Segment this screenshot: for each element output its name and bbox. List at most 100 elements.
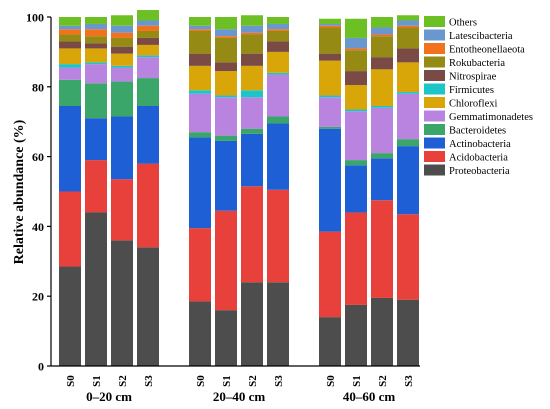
bar-segment-chloroflexi (267, 51, 289, 73)
bar-segment-nitrospirae (215, 62, 237, 72)
y-axis: 0 20 40 60 80 100 (26, 11, 52, 374)
bar-segment-entotheonellaeota (215, 36, 237, 38)
bar-segment-chloroflexi (397, 62, 419, 93)
bar-segment-rokubacteria (345, 50, 367, 72)
bar-segment-rokubacteria (241, 34, 263, 54)
y-tick-label: 100 (26, 11, 44, 25)
legend-label: Gemmatimonadetes (449, 112, 533, 123)
bar-segment-acidobacteria (397, 214, 419, 300)
bar-segment-others (59, 17, 81, 26)
y-tick-label: 20 (32, 290, 44, 304)
bar-segment-proteobacteria (345, 304, 367, 366)
legend-swatch (424, 29, 445, 41)
bar-segment-acidobacteria (111, 179, 133, 241)
bar-segment-chloroflexi (189, 65, 211, 91)
y-axis-title: Relative abundance (%) (12, 119, 27, 264)
bar-segment-nitrospirae (137, 37, 159, 45)
bar-segment-firmicutes (371, 105, 393, 108)
bar-segment-chloroflexi (319, 60, 341, 96)
bar-segment-others (111, 15, 133, 26)
bar-segment-gemmatimonadetes (85, 64, 107, 84)
bar-segment-bacteroidetes (241, 128, 263, 134)
bar-segment-entotheonellaeota (397, 25, 419, 28)
bar-segment-rokubacteria (85, 36, 107, 44)
legend-label: Entotheonellaeota (449, 45, 525, 56)
bar-segment-others (267, 17, 289, 24)
bar-segment-firmicutes (137, 55, 159, 58)
bar-segment-chloroflexi (111, 53, 133, 66)
bar-segment-firmicutes (59, 64, 81, 68)
bar-segment-actinobacteria (111, 116, 133, 180)
bar-segment-acidobacteria (215, 210, 237, 311)
bar-segment-chloroflexi (85, 48, 107, 63)
group-label: 20–40 cm (213, 389, 266, 404)
bar-segment-nitrospirae (397, 48, 419, 63)
legend-label: Acidobacteria (449, 153, 508, 164)
bar-segment-entotheonellaeota (241, 32, 263, 35)
bar-segment-chloroflexi (215, 71, 237, 96)
bar-segment-entotheonellaeota (59, 29, 81, 35)
bar-segment-proteobacteria (319, 317, 341, 366)
bar-segment-latescibacteria (59, 25, 81, 30)
bar-segment-nitrospirae (189, 53, 211, 66)
legend-label: Nitrospirae (449, 72, 497, 83)
bar-segment-firmicutes (267, 72, 289, 75)
bar-segment-chloroflexi (241, 65, 263, 91)
bar-segment-bacteroidetes (111, 81, 133, 117)
bar-label: S2 (247, 375, 259, 387)
bar-segment-proteobacteria (137, 247, 159, 366)
bar-segment-proteobacteria (241, 282, 263, 366)
bar-segment-rokubacteria (137, 30, 159, 38)
plot-area (59, 10, 419, 366)
bar-segment-bacteroidetes (397, 139, 419, 147)
group-label: 0–20 cm (86, 389, 132, 404)
bar-segment-latescibacteria (85, 23, 107, 30)
bar-segment-latescibacteria (189, 25, 211, 30)
bar-segment-bacteroidetes (137, 78, 159, 106)
bar-segment-proteobacteria (189, 301, 211, 366)
legend-swatch (424, 164, 445, 176)
bar-segment-latescibacteria (397, 20, 419, 26)
bar-label: S3 (403, 375, 415, 387)
bar-segment-acidobacteria (59, 191, 81, 267)
bar-segment-nitrospirae (85, 43, 107, 49)
bar-segment-actinobacteria (85, 118, 107, 161)
bar-segment-others (241, 15, 263, 26)
legend-label: Actinobacteria (449, 139, 511, 150)
legend-swatch (424, 97, 445, 108)
bar-segment-latescibacteria (215, 29, 237, 37)
bar-segment-nitrospirae (267, 41, 289, 52)
bar-segment-actinobacteria (397, 146, 419, 215)
bar-segment-actinobacteria (137, 105, 159, 164)
bar-segment-latescibacteria (345, 37, 367, 49)
bar-segment-others (189, 17, 211, 26)
bar-label: S2 (117, 375, 129, 387)
bar-segment-nitrospirae (241, 53, 263, 66)
bar-segment-bacteroidetes (345, 160, 367, 166)
bar-segment-firmicutes (345, 109, 367, 112)
bar-label: S0 (65, 375, 77, 387)
bar-segment-latescibacteria (111, 25, 133, 33)
bar-label: S3 (143, 375, 155, 387)
bar-segment-bacteroidetes (215, 135, 237, 141)
bar-segment-actinobacteria (371, 158, 393, 201)
bar-segment-gemmatimonadetes (111, 67, 133, 82)
bar-segment-rokubacteria (397, 27, 419, 49)
bar-segment-nitrospirae (345, 71, 367, 86)
x-axis: S0 S1 S2 S3 S0 S1 S2 S3 S0 S1 S2 S3 0–20 cm 20–40 cm 4… (51, 365, 420, 404)
bar-label: S1 (91, 375, 103, 387)
bar-segment-acidobacteria (137, 163, 159, 248)
bar-segment-entotheonellaeota (85, 29, 107, 37)
bar-segment-bacteroidetes (85, 83, 107, 119)
bar-segment-gemmatimonadetes (215, 97, 237, 136)
bar-segment-chloroflexi (59, 48, 81, 65)
bar-segment-latescibacteria (371, 27, 393, 35)
bar-segment-others (215, 17, 237, 30)
legend-swatch (424, 124, 445, 135)
bar-segment-proteobacteria (267, 282, 289, 366)
bar-segment-acidobacteria (241, 186, 263, 283)
bar-segment-chloroflexi (137, 44, 159, 56)
bar-segment-acidobacteria (85, 160, 107, 213)
bar-segment-proteobacteria (215, 310, 237, 366)
